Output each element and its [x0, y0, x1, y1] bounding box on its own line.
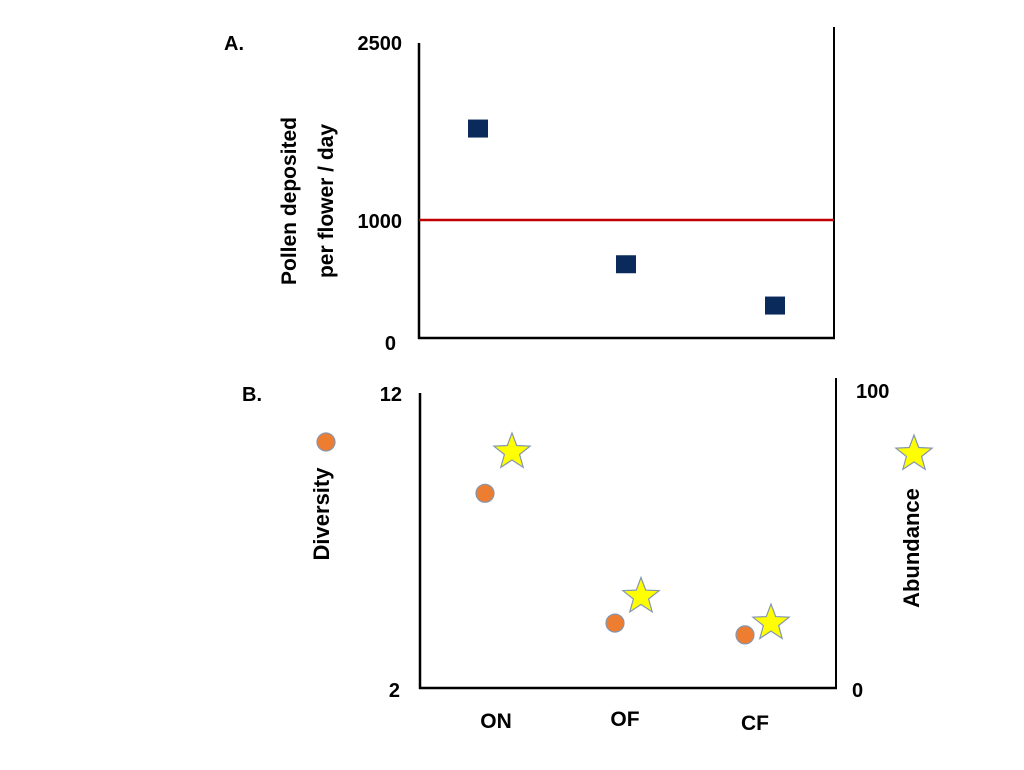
panel-a-ylabel-line2: per flower / day [315, 124, 338, 278]
panel-a-ylabel-line1: Pollen deposited [278, 117, 301, 285]
panel-b-label: B. [242, 384, 262, 406]
x-tick-label: CF [741, 712, 769, 735]
panel-b-ytick-right-bottom: 0 [852, 680, 863, 702]
x-tick-label: ON [480, 710, 512, 733]
diversity-point-on [475, 483, 495, 503]
panel-a-points [468, 119, 785, 315]
panel-b-ytick-left-top: 12 [380, 384, 402, 406]
diversity-point-cf [735, 625, 755, 645]
panel-b-ytick-right-top: 100 [856, 381, 889, 403]
abundance-legend-star [894, 433, 934, 471]
panel-a-ytick-bottom: 0 [385, 333, 396, 355]
star-icon [894, 433, 934, 471]
diversity-point-of [605, 613, 625, 633]
panel-a-ytick-mid: 1000 [358, 211, 403, 233]
pollen-point-on [468, 119, 488, 138]
panel-a-label: A. [224, 33, 244, 55]
panel-b-ylabel-right: Abundance [899, 488, 924, 608]
pollen-point-of [616, 255, 636, 274]
x-tick-label: OF [610, 708, 639, 731]
abundance-point-on [492, 431, 532, 469]
panel-a-ytick-top: 2500 [358, 33, 403, 55]
diversity-legend-circle [316, 432, 336, 452]
panel-b-ytick-left-bottom: 2 [389, 680, 400, 702]
panel-a: A. 2500 1000 0 Pollen deposited per flow… [224, 27, 835, 355]
pollen-point-cf [765, 296, 785, 315]
panel-b-points [475, 431, 791, 645]
panel-b-ylabel-left: Diversity [309, 467, 334, 561]
panel-b: B. 12 2 100 0 Diversity Abundance ON OF … [242, 378, 934, 735]
abundance-point-of [621, 575, 661, 614]
abundance-point-cf [751, 602, 791, 640]
